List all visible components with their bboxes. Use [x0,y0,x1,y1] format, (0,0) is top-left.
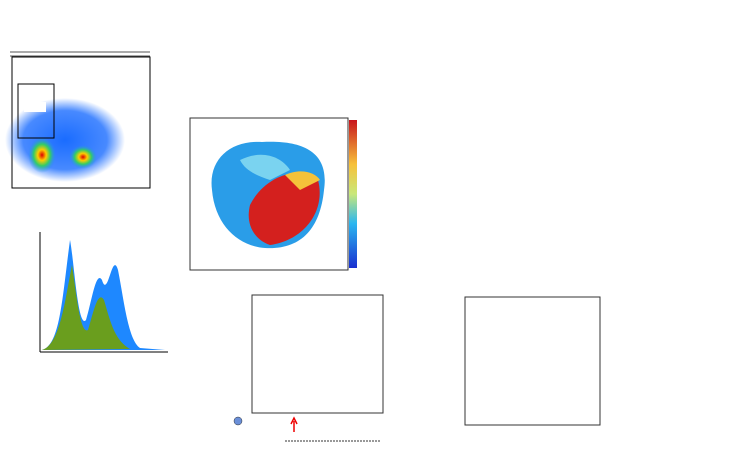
gate-plot [5,56,151,189]
histogram [39,232,168,353]
time-plot [233,294,384,442]
tsne-plot [189,117,357,271]
scatter-plot [464,296,601,426]
